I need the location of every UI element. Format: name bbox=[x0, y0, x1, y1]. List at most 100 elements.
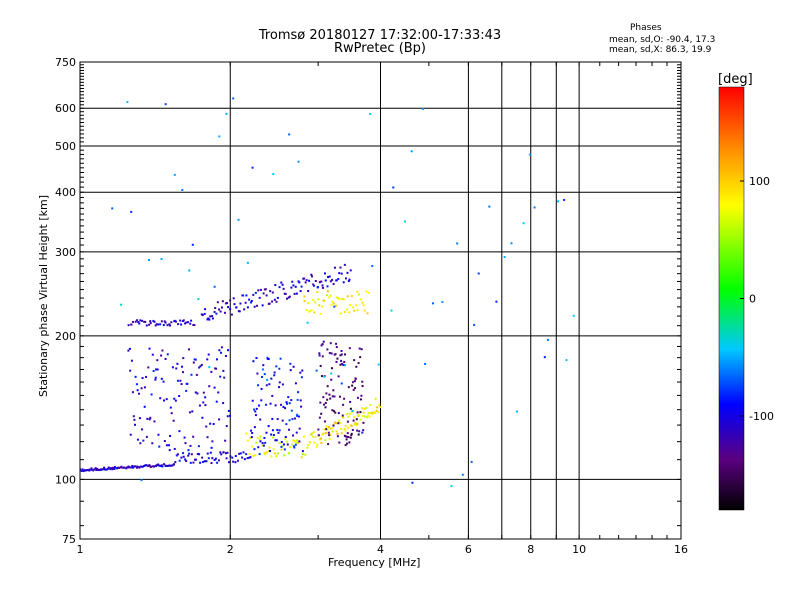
data-point bbox=[361, 380, 364, 383]
data-point bbox=[201, 314, 204, 317]
data-point bbox=[220, 351, 223, 354]
data-point bbox=[357, 433, 360, 436]
data-point bbox=[363, 309, 366, 312]
data-point bbox=[227, 409, 230, 412]
data-point bbox=[271, 429, 274, 432]
data-point bbox=[175, 367, 178, 370]
data-point bbox=[167, 464, 170, 467]
data-point bbox=[185, 321, 188, 324]
data-point bbox=[329, 397, 332, 400]
data-point bbox=[300, 285, 303, 288]
data-point bbox=[231, 456, 234, 459]
data-point bbox=[307, 302, 310, 305]
data-point bbox=[165, 398, 168, 401]
data-point bbox=[287, 296, 290, 299]
data-point bbox=[145, 324, 148, 327]
data-point bbox=[305, 279, 308, 282]
data-point bbox=[136, 465, 139, 468]
data-point bbox=[242, 294, 245, 297]
data-point bbox=[243, 308, 246, 311]
data-point bbox=[392, 186, 395, 189]
data-point bbox=[278, 367, 281, 370]
data-point bbox=[260, 387, 263, 390]
data-point bbox=[221, 300, 224, 303]
data-point bbox=[343, 263, 346, 266]
data-point bbox=[282, 287, 285, 290]
data-point bbox=[164, 321, 167, 324]
data-point bbox=[213, 458, 216, 461]
data-point bbox=[218, 308, 221, 311]
data-point bbox=[282, 443, 285, 446]
data-point bbox=[323, 300, 326, 303]
data-point bbox=[158, 464, 161, 467]
data-point bbox=[329, 280, 332, 283]
data-point bbox=[350, 434, 353, 437]
data-point bbox=[104, 468, 107, 471]
data-point bbox=[344, 429, 347, 432]
data-point bbox=[270, 455, 273, 458]
data-point bbox=[197, 298, 200, 301]
data-point bbox=[271, 300, 274, 303]
data-point bbox=[343, 428, 346, 431]
data-point bbox=[289, 446, 292, 449]
y-tick-label: 500 bbox=[55, 140, 76, 153]
data-point bbox=[250, 429, 253, 432]
data-point bbox=[322, 396, 325, 399]
data-point bbox=[249, 437, 252, 440]
data-point bbox=[265, 403, 268, 406]
data-point bbox=[346, 435, 349, 438]
data-point bbox=[310, 433, 313, 436]
data-point bbox=[320, 412, 323, 415]
data-point bbox=[336, 432, 339, 435]
data-point bbox=[263, 436, 266, 439]
data-point bbox=[376, 406, 379, 409]
data-point bbox=[262, 364, 265, 367]
data-point bbox=[365, 416, 368, 419]
data-point bbox=[130, 359, 133, 362]
data-point bbox=[332, 283, 335, 286]
data-point bbox=[220, 453, 223, 456]
data-point bbox=[182, 357, 185, 360]
data-point bbox=[340, 272, 343, 275]
data-point bbox=[294, 443, 297, 446]
data-point bbox=[324, 431, 327, 434]
data-point bbox=[345, 442, 348, 445]
data-point bbox=[296, 413, 299, 416]
data-point bbox=[129, 369, 132, 372]
data-point bbox=[251, 399, 254, 402]
x-tick-label: 1 bbox=[77, 543, 84, 556]
data-point bbox=[187, 454, 190, 457]
data-point bbox=[316, 443, 319, 446]
x-tick-label: 10 bbox=[572, 543, 586, 556]
data-point bbox=[226, 451, 229, 454]
data-point bbox=[206, 436, 209, 439]
data-point bbox=[340, 432, 343, 435]
data-point bbox=[287, 452, 290, 455]
data-point bbox=[184, 458, 187, 461]
data-point bbox=[220, 306, 223, 309]
data-point bbox=[292, 445, 295, 448]
data-point bbox=[362, 421, 365, 424]
data-point bbox=[270, 433, 273, 436]
data-point bbox=[242, 451, 245, 454]
data-point bbox=[295, 431, 298, 434]
data-point bbox=[306, 446, 309, 449]
data-point bbox=[207, 457, 210, 460]
data-point bbox=[154, 324, 157, 327]
data-point bbox=[367, 411, 370, 414]
data-point bbox=[163, 463, 166, 466]
data-point bbox=[351, 306, 354, 309]
data-point bbox=[357, 293, 360, 296]
data-point bbox=[213, 386, 216, 389]
data-point bbox=[225, 112, 228, 115]
data-point bbox=[565, 359, 568, 362]
data-point bbox=[152, 370, 155, 373]
data-point bbox=[245, 432, 248, 435]
data-point bbox=[357, 362, 360, 365]
data-point bbox=[98, 469, 101, 472]
data-point bbox=[250, 301, 253, 304]
data-point bbox=[375, 409, 378, 412]
data-point bbox=[288, 419, 291, 422]
data-point bbox=[201, 416, 204, 419]
